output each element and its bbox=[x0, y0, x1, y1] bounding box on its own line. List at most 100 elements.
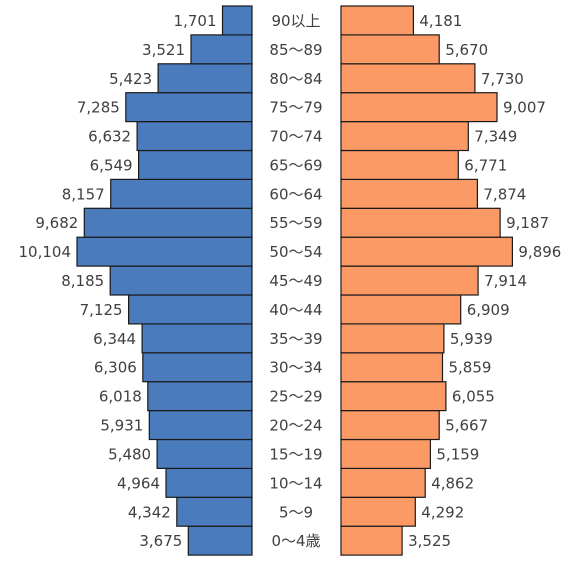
age-group-label: 40〜44 bbox=[269, 301, 322, 319]
left-bar bbox=[136, 120, 253, 152]
right-series-bars bbox=[340, 5, 513, 556]
age-group-label: 10〜14 bbox=[269, 474, 322, 492]
left-bar bbox=[176, 496, 253, 527]
right-bar bbox=[340, 410, 440, 441]
right-bar bbox=[340, 352, 444, 383]
right-value-label: 7,914 bbox=[484, 272, 527, 290]
left-bar bbox=[157, 63, 253, 94]
right-bar bbox=[340, 63, 476, 94]
right-value-label: 4,292 bbox=[421, 503, 464, 521]
left-value-label: 5,931 bbox=[100, 417, 143, 435]
right-series-value-labels: 3,525 4,292 4,862 5,159 5,667 6,055 5,859 5,939… bbox=[408, 12, 561, 550]
age-group-label: 90以上 bbox=[271, 12, 320, 30]
left-series-value-labels: 3,675 4,342 4,964 5,480 5,931 6,018 6,306 6,344… bbox=[19, 12, 217, 550]
left-value-label: 9,682 bbox=[35, 214, 78, 232]
right-bar bbox=[340, 323, 445, 354]
right-bar bbox=[340, 120, 469, 152]
left-value-label: 6,632 bbox=[88, 128, 131, 146]
right-bar bbox=[340, 92, 498, 123]
age-group-label: 0〜4歳 bbox=[271, 532, 320, 550]
right-bar bbox=[340, 381, 447, 412]
right-value-label: 5,859 bbox=[449, 359, 492, 377]
right-value-label: 5,670 bbox=[445, 41, 488, 59]
right-value-label: 4,181 bbox=[419, 12, 462, 30]
right-value-label: 4,862 bbox=[431, 474, 474, 492]
age-group-label: 50〜54 bbox=[269, 243, 322, 261]
age-group-label: 45〜49 bbox=[269, 272, 322, 290]
left-value-label: 10,104 bbox=[19, 243, 72, 261]
age-group-label: 5〜9 bbox=[279, 503, 313, 521]
left-value-label: 8,157 bbox=[62, 185, 105, 203]
left-bar bbox=[110, 178, 253, 209]
left-bar bbox=[187, 525, 253, 556]
left-bar bbox=[221, 5, 253, 36]
left-bar bbox=[76, 236, 253, 267]
left-bar bbox=[128, 294, 253, 325]
age-group-label: 65〜69 bbox=[269, 156, 322, 174]
left-value-label: 7,285 bbox=[77, 99, 120, 117]
left-bar bbox=[109, 265, 253, 296]
right-value-label: 9,007 bbox=[503, 99, 546, 117]
left-value-label: 5,423 bbox=[109, 70, 152, 88]
right-value-label: 7,874 bbox=[483, 185, 526, 203]
left-value-label: 6,344 bbox=[93, 330, 136, 348]
right-bar bbox=[340, 178, 478, 209]
right-value-label: 6,771 bbox=[464, 156, 507, 174]
right-value-label: 9,896 bbox=[518, 243, 561, 261]
left-value-label: 6,549 bbox=[90, 156, 133, 174]
left-bar bbox=[156, 438, 253, 469]
right-bar bbox=[340, 34, 440, 65]
age-group-label: 35〜39 bbox=[269, 330, 322, 348]
left-bar bbox=[147, 381, 253, 412]
left-bar bbox=[165, 467, 253, 498]
left-value-label: 8,185 bbox=[61, 272, 104, 290]
right-bar bbox=[340, 294, 462, 325]
right-bar bbox=[340, 265, 479, 296]
age-group-label: 15〜19 bbox=[269, 445, 322, 463]
right-bar bbox=[340, 467, 426, 498]
left-bar bbox=[142, 352, 253, 383]
left-series-bars bbox=[76, 5, 253, 556]
left-bar bbox=[148, 410, 253, 441]
left-bar bbox=[125, 92, 253, 123]
age-group-label: 30〜34 bbox=[269, 359, 322, 377]
age-group-label: 20〜24 bbox=[269, 417, 322, 435]
right-bar bbox=[340, 236, 513, 267]
right-value-label: 9,187 bbox=[506, 214, 549, 232]
right-bar bbox=[340, 149, 459, 180]
right-value-label: 5,939 bbox=[450, 330, 493, 348]
left-value-label: 1,701 bbox=[174, 12, 217, 30]
right-value-label: 7,349 bbox=[474, 128, 517, 146]
right-value-label: 5,159 bbox=[436, 445, 479, 463]
left-bar bbox=[190, 34, 253, 65]
age-group-label: 85〜89 bbox=[269, 41, 322, 59]
left-value-label: 7,125 bbox=[80, 301, 123, 319]
right-value-label: 6,909 bbox=[467, 301, 510, 319]
right-bar bbox=[340, 496, 416, 527]
right-value-label: 6,055 bbox=[452, 388, 495, 406]
age-group-label: 75〜79 bbox=[269, 99, 322, 117]
right-bar bbox=[340, 525, 403, 556]
left-value-label: 3,675 bbox=[139, 532, 182, 550]
right-value-label: 5,667 bbox=[445, 417, 488, 435]
age-group-label: 80〜84 bbox=[269, 70, 322, 88]
left-value-label: 5,480 bbox=[108, 445, 151, 463]
age-group-label: 55〜59 bbox=[269, 214, 322, 232]
left-value-label: 4,342 bbox=[128, 503, 171, 521]
left-value-label: 6,306 bbox=[94, 359, 137, 377]
age-group-label: 70〜74 bbox=[269, 128, 322, 146]
left-value-label: 4,964 bbox=[117, 474, 160, 492]
right-bar bbox=[340, 438, 432, 469]
age-group-labels: 0〜4歳 5〜9 10〜14 15〜19 20〜24 25〜29 30〜34 35〜39 40〜… bbox=[269, 12, 322, 550]
left-bar bbox=[83, 207, 253, 238]
right-bar bbox=[340, 5, 415, 36]
age-group-label: 25〜29 bbox=[269, 388, 322, 406]
right-value-label: 7,730 bbox=[481, 70, 524, 88]
left-value-label: 3,521 bbox=[142, 41, 185, 59]
left-value-label: 6,018 bbox=[99, 388, 142, 406]
right-bar bbox=[340, 207, 501, 238]
left-bar bbox=[138, 149, 253, 180]
age-group-label: 60〜64 bbox=[269, 185, 322, 203]
left-bar bbox=[141, 323, 253, 354]
